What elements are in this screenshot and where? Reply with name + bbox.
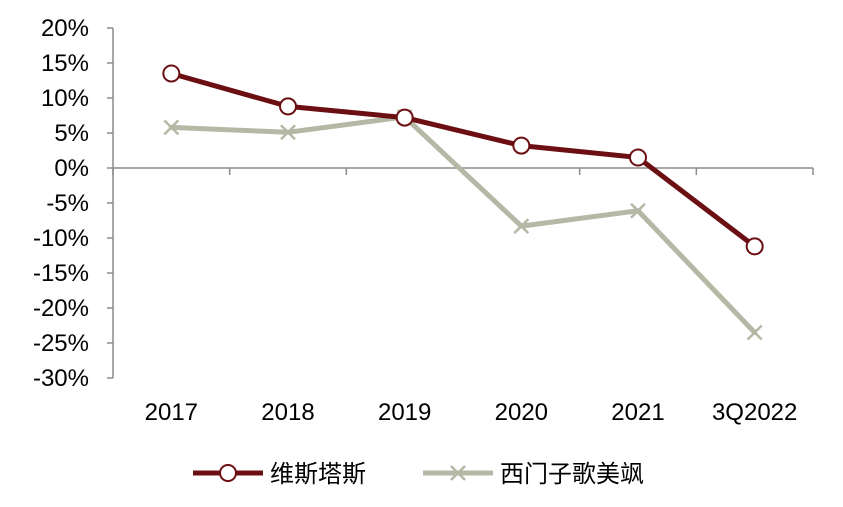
series-1 bbox=[163, 109, 763, 341]
data-point-x bbox=[280, 124, 296, 141]
legend-x-marker bbox=[450, 465, 466, 481]
series-line-0 bbox=[168, 71, 758, 249]
x-tick-label: 2019 bbox=[378, 399, 431, 426]
legend-label-0: 维斯塔斯 bbox=[270, 461, 366, 488]
y-tick-label: -25% bbox=[33, 330, 89, 357]
legend-item-1: 西门子歌美飒 bbox=[423, 461, 644, 488]
x-tick-label: 2020 bbox=[495, 399, 548, 426]
y-tick-label: 10% bbox=[41, 85, 89, 112]
data-point-circle bbox=[629, 148, 647, 167]
y-tick-label: -15% bbox=[33, 260, 89, 287]
data-point-x bbox=[513, 218, 530, 234]
y-tick-label: 5% bbox=[54, 120, 89, 147]
y-tick-label: -10% bbox=[33, 225, 89, 252]
data-point-circle bbox=[279, 97, 297, 116]
y-tick-label: 20% bbox=[41, 15, 89, 42]
x-tick-label: 2021 bbox=[611, 399, 664, 426]
y-tick-label: -20% bbox=[33, 295, 89, 322]
x-tick-label: 2017 bbox=[145, 399, 198, 426]
x-tick-label: 3Q2022 bbox=[712, 399, 797, 426]
data-point-circle bbox=[745, 237, 764, 256]
x-tick-label: 2018 bbox=[261, 399, 314, 426]
legend: 维斯塔斯 西门子歌美飒 bbox=[193, 461, 644, 488]
y-tick-label: -30% bbox=[33, 365, 89, 392]
data-point-circle bbox=[512, 136, 531, 155]
series-layer bbox=[162, 64, 764, 341]
series-line-1 bbox=[168, 114, 758, 335]
axes: 20% 15% 10% 5% 0% -5% -10% -15% -20% -25% -30% 201… bbox=[33, 15, 814, 426]
legend-item-0: 维斯塔斯 bbox=[193, 461, 366, 488]
x-axis-ticks: 2017 2018 2019 2020 2021 3Q2022 bbox=[112, 168, 814, 426]
data-point-x bbox=[163, 119, 180, 136]
legend-circle-marker bbox=[219, 464, 237, 482]
data-point-x bbox=[630, 202, 646, 219]
data-point-circle bbox=[162, 64, 181, 83]
data-point-x bbox=[746, 324, 763, 341]
y-tick-label: 0% bbox=[54, 155, 89, 182]
y-axis-ticks: 20% 15% 10% 5% 0% -5% -10% -15% -20% -25% -30% bbox=[33, 15, 113, 392]
legend-label-1: 西门子歌美飒 bbox=[500, 461, 644, 488]
data-point-circle bbox=[395, 108, 414, 127]
y-tick-label: -5% bbox=[46, 190, 89, 217]
y-tick-label: 15% bbox=[41, 50, 89, 77]
series-0 bbox=[162, 64, 764, 256]
